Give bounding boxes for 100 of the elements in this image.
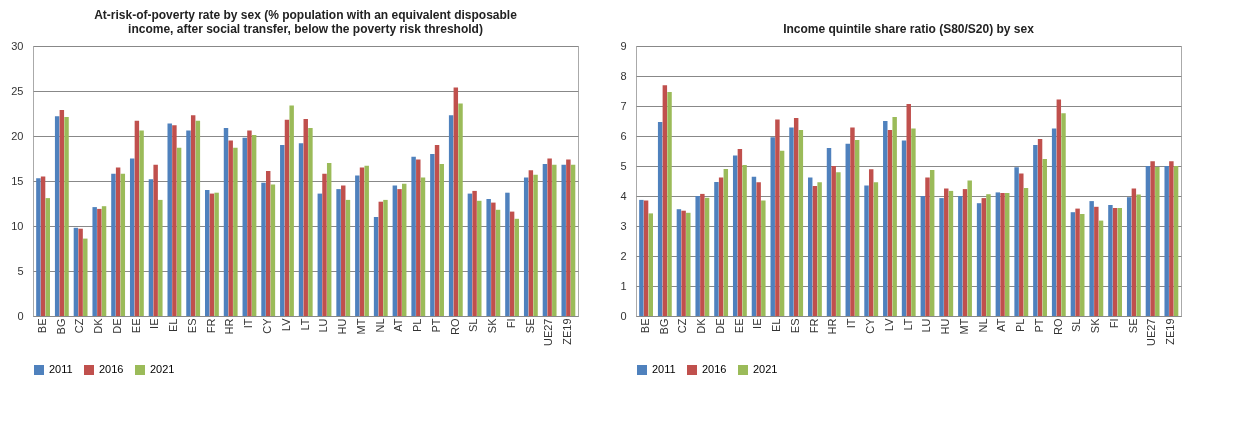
bar [1005, 193, 1010, 316]
x-tick-label: ZE19 [1164, 318, 1177, 345]
bar [54, 116, 60, 316]
y-tick-label: 0 [17, 309, 24, 322]
bar [111, 173, 116, 316]
y-tick-label: 5 [17, 264, 24, 277]
legend-label: 2021 [753, 363, 778, 375]
bar [1145, 166, 1151, 316]
bar [695, 196, 700, 316]
bar [958, 196, 963, 316]
x-tick-label: DE [713, 318, 726, 334]
bar [826, 148, 832, 316]
x-tick-label: CZ [676, 318, 689, 334]
bar [139, 130, 144, 316]
x-tick-label: FR [807, 318, 820, 334]
y-tick-label: 9 [620, 39, 627, 52]
bar [836, 172, 841, 316]
x-tick-label: UE27 [1145, 318, 1158, 347]
y-tick-label: 15 [11, 174, 24, 187]
bar [420, 177, 426, 316]
bar [831, 166, 836, 316]
bar [59, 109, 65, 316]
bar [789, 127, 794, 316]
bar [434, 145, 440, 316]
bar [242, 137, 247, 316]
bar [1070, 212, 1076, 316]
x-tick-label: RO [1051, 318, 1064, 335]
bar [704, 197, 710, 316]
bar [1075, 208, 1080, 316]
bar [355, 175, 360, 316]
bar [873, 182, 879, 316]
bar [798, 130, 804, 316]
bar [1108, 205, 1113, 316]
x-tick-label: PT [1032, 318, 1045, 333]
bar [120, 173, 126, 316]
bar [883, 121, 888, 316]
x-tick-label: BG [657, 318, 670, 335]
bar [808, 177, 813, 316]
bar [732, 155, 738, 316]
bar [134, 120, 140, 316]
x-tick-label: ZE19 [561, 318, 574, 345]
bar [1042, 159, 1047, 316]
x-tick-label: IT [845, 318, 858, 329]
bar [662, 85, 668, 316]
bar [326, 163, 332, 316]
x-tick-label: CZ [73, 318, 86, 334]
y-tick-label: 5 [620, 159, 627, 172]
bar [411, 156, 416, 316]
legend-label: 2016 [99, 363, 124, 375]
bar [83, 238, 88, 316]
bar [495, 209, 501, 316]
y-tick-label: 3 [620, 219, 627, 232]
y-tick-label: 10 [11, 219, 24, 232]
bar [1089, 201, 1094, 316]
bar [948, 190, 954, 316]
bar [1117, 208, 1123, 316]
bar [812, 186, 818, 316]
x-tick-label: CY [863, 317, 876, 334]
bar [477, 200, 482, 316]
bar [148, 179, 154, 316]
x-tick-label: FI [504, 318, 517, 329]
bar [779, 150, 785, 316]
bar [383, 199, 388, 316]
y-tick-label: 6 [620, 129, 627, 142]
bar [1173, 166, 1179, 316]
bar [854, 139, 860, 316]
x-tick-label: SE [523, 318, 536, 334]
bar [542, 163, 548, 316]
x-tick-label: BG [54, 318, 67, 335]
bar [775, 119, 780, 316]
bar [280, 145, 285, 316]
x-tick-label: RO [448, 318, 461, 335]
x-tick-label: HR [223, 318, 236, 335]
bar [845, 143, 850, 316]
y-tick-label: 1 [620, 279, 627, 292]
bar [172, 125, 177, 316]
chart-title: Income quintile share ratio (S80/S20) by sex [783, 22, 1035, 36]
x-tick-label: NL [373, 318, 386, 333]
bar [303, 118, 308, 316]
bar [995, 192, 1001, 316]
x-tick-label: HU [336, 318, 349, 335]
bar [317, 193, 323, 316]
bar [345, 199, 351, 316]
bar [402, 183, 407, 316]
bar [397, 189, 402, 316]
bar [911, 128, 916, 316]
bar [167, 123, 172, 316]
bar [714, 181, 719, 316]
bar [718, 177, 724, 316]
x-tick-label: IT [242, 318, 255, 329]
bar [1169, 161, 1174, 316]
bar [1000, 193, 1005, 316]
x-tick-label: PT [429, 318, 442, 333]
x-tick-label: LT [298, 318, 311, 331]
x-tick-label: SL [467, 318, 480, 332]
bar [233, 147, 238, 316]
y-tick-label: 25 [11, 84, 24, 97]
bar [176, 147, 182, 316]
bar [416, 159, 421, 316]
bar [906, 103, 911, 316]
